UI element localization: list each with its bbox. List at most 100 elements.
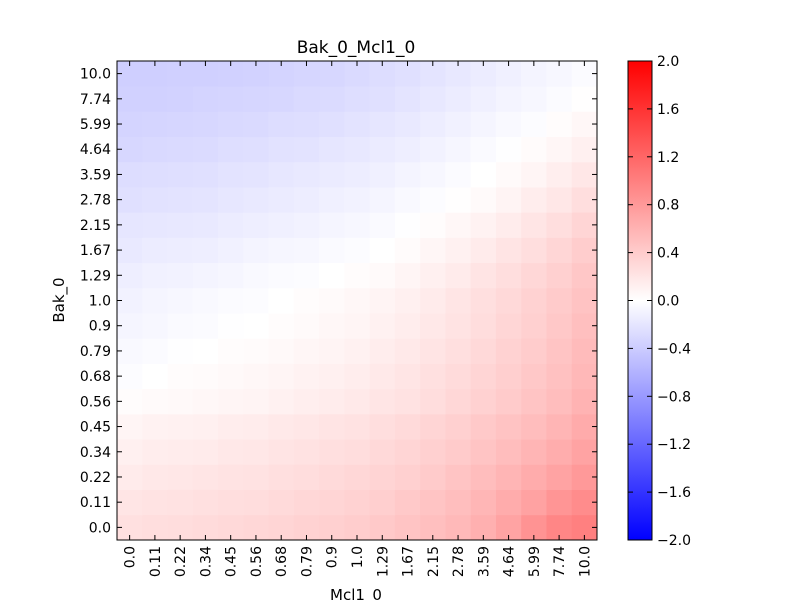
heatmap-cell [495, 413, 522, 440]
heatmap-cell [268, 136, 295, 163]
heatmap-cell [495, 363, 522, 390]
heatmap-cell [420, 464, 446, 490]
heatmap-cell [344, 363, 371, 390]
heatmap-cell [470, 489, 497, 516]
heatmap-cell [445, 287, 472, 314]
heatmap-cell [319, 262, 345, 289]
heatmap-cell [546, 464, 573, 490]
heatmap-cell [192, 161, 219, 188]
y-tick-label: 3.59 [80, 167, 111, 183]
heatmap-cell [420, 237, 446, 264]
heatmap-cell [243, 212, 269, 238]
heatmap-cell [394, 413, 421, 440]
heatmap-cell [495, 287, 522, 314]
heatmap-cell [293, 262, 320, 289]
heatmap-cell [243, 388, 269, 415]
heatmap-cell [218, 363, 244, 390]
heatmap-cell [521, 413, 547, 440]
heatmap-cell [218, 464, 244, 490]
heatmap-cell [521, 439, 547, 465]
heatmap-cell [319, 388, 345, 415]
heatmap-cell [218, 489, 244, 516]
heatmap-cell [344, 439, 371, 465]
heatmap-cell [142, 262, 168, 289]
heatmap-cell [167, 237, 194, 264]
heatmap-cell [192, 136, 219, 163]
heatmap-cell [420, 489, 446, 516]
heatmap-cell [167, 489, 194, 516]
heatmap-cell [394, 363, 421, 390]
heatmap-cell [142, 388, 168, 415]
heatmap-cell [369, 287, 396, 314]
heatmap-cell [142, 136, 168, 163]
heatmap-cell [546, 363, 573, 390]
x-tick-label: 0.34 [198, 546, 214, 577]
heatmap-cell [268, 363, 295, 390]
heatmap-cell [445, 237, 472, 264]
heatmap-cell [142, 489, 168, 516]
heatmap-cell [319, 161, 345, 188]
heatmap-cell [394, 237, 421, 264]
heatmap-cell [218, 111, 244, 138]
heatmap-cell [192, 338, 219, 364]
heatmap-cell [167, 161, 194, 188]
colorbar-tick-label: 1.2 [657, 150, 679, 166]
heatmap-cell [369, 86, 396, 112]
heatmap-cell [394, 136, 421, 163]
y-tick-label: 0.34 [80, 445, 111, 461]
heatmap-cell [495, 464, 522, 490]
heatmap-cell [546, 313, 573, 339]
heatmap-cell [394, 338, 421, 364]
heatmap-cell [218, 136, 244, 163]
heatmap-cell [167, 464, 194, 490]
colorbar-tick-label: −0.4 [657, 341, 691, 357]
heatmap-cell [142, 86, 168, 112]
heatmap-cell [394, 489, 421, 516]
heatmap-cell [142, 313, 168, 339]
heatmap-cell [369, 388, 396, 415]
heatmap-cell [344, 489, 371, 516]
heatmap-cell [470, 464, 497, 490]
heatmap-cell [521, 86, 547, 112]
heatmap-cell [167, 413, 194, 440]
heatmap-cell [521, 111, 547, 138]
heatmap-cell [293, 111, 320, 138]
y-tick-label: 0.0 [89, 520, 111, 536]
heatmap-cell [319, 464, 345, 490]
heatmap-cell [470, 313, 497, 339]
heatmap-cell [369, 161, 396, 188]
heatmap-cell [394, 187, 421, 213]
colorbar-tick-label: −1.6 [657, 485, 691, 501]
heatmap-cell [420, 136, 446, 163]
heatmap-cell [445, 136, 472, 163]
heatmap-cell [319, 363, 345, 390]
heatmap-cell [420, 363, 446, 390]
heatmap-cell [142, 363, 168, 390]
heatmap-cell [546, 187, 573, 213]
heatmap-cell [192, 262, 219, 289]
heatmap-cell [394, 313, 421, 339]
heatmap-cell [293, 237, 320, 264]
heatmap-cell [218, 86, 244, 112]
heatmap-cell [192, 187, 219, 213]
heatmap-cell [521, 237, 547, 264]
heatmap-cell [546, 413, 573, 440]
heatmap-cell [319, 413, 345, 440]
heatmap-cell [344, 161, 371, 188]
heatmap-cell [243, 313, 269, 339]
heatmap-cell [218, 187, 244, 213]
heatmap-cell [192, 388, 219, 415]
heatmap-cell [167, 111, 194, 138]
heatmap-cell [470, 287, 497, 314]
heatmap-cell [546, 262, 573, 289]
heatmap-cell [546, 86, 573, 112]
x-axis: 0.0 0.11 0.22 0.34 0.45 0.56 0.68 0.79 0.9 1.0 1.2… [123, 61, 593, 577]
heatmap-cell [369, 262, 396, 289]
heatmap-cell [268, 338, 295, 364]
colorbar-tick-label: −0.8 [657, 389, 691, 405]
heatmap-cell [319, 439, 345, 465]
x-tick-label: 0.9 [325, 546, 341, 568]
heatmap-cell [420, 187, 446, 213]
heatmap-cell [142, 413, 168, 440]
y-tick-label: 0.9 [89, 319, 111, 335]
